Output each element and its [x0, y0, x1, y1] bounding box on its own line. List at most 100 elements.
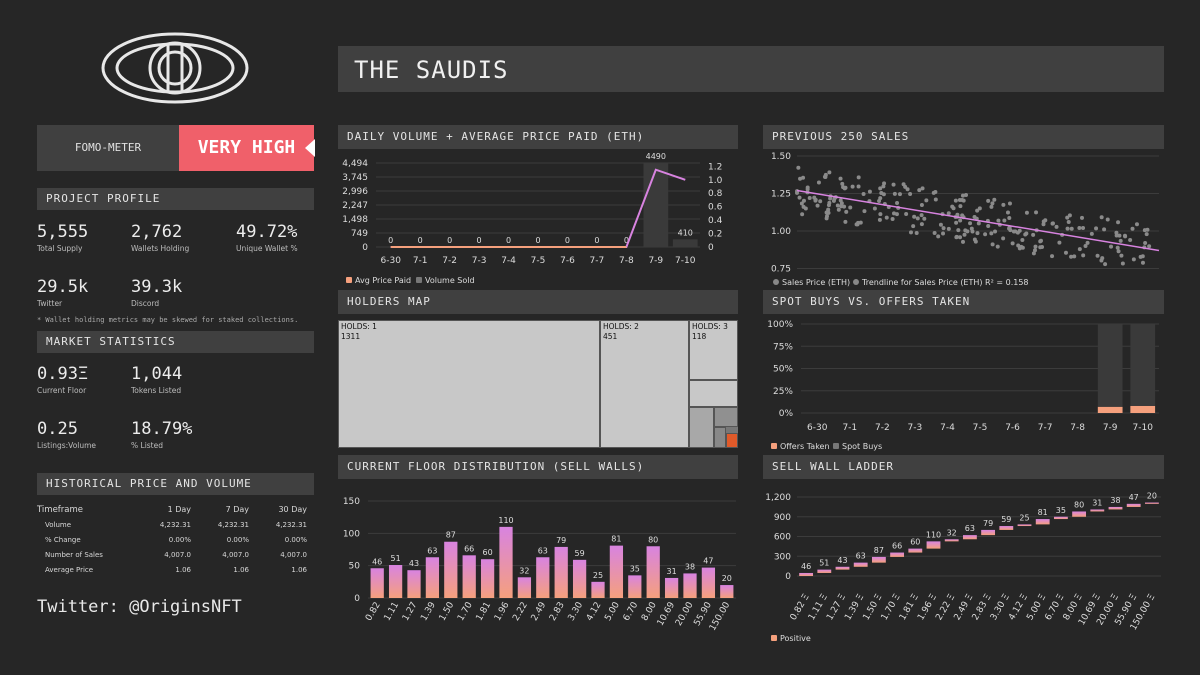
scatter-point — [922, 216, 927, 221]
data-label: 63 — [427, 546, 437, 555]
sell-wall-ladder-header: SELL WALL LADDER — [763, 455, 1164, 479]
scatter-point — [1020, 237, 1025, 242]
scatter-point — [915, 216, 920, 221]
data-label: 31 — [667, 567, 677, 576]
daily-volume-chart: 0 749 1,498 2,247 2,996 3,745 4,494 0 0.2 0.4 0.6 0… — [342, 152, 723, 285]
holders-cell-4[interactable] — [689, 380, 738, 407]
scatter-point — [867, 189, 872, 194]
scatter-point — [894, 212, 899, 217]
scatter-point — [1119, 253, 1124, 258]
scatter-point — [901, 182, 906, 187]
data-label: 25 — [1019, 513, 1029, 522]
x-tick-label: 7-9 — [1103, 423, 1118, 433]
scatter-point — [964, 192, 969, 197]
scatter-point — [800, 212, 805, 217]
scatter-point — [842, 186, 847, 191]
bar-ladder-step — [1126, 503, 1141, 507]
bar-ladder-step — [871, 556, 886, 563]
scatter-point — [1024, 231, 1029, 236]
scatter-point — [993, 229, 998, 234]
holders-cell-5[interactable] — [689, 407, 714, 448]
scatter-point — [1017, 246, 1022, 251]
scatter-point — [861, 191, 866, 196]
scatter-point — [1017, 228, 1022, 233]
holders-cell-8[interactable] — [726, 433, 738, 448]
holders-cell-6[interactable] — [714, 407, 738, 427]
x-tick-label: 1.70 — [456, 600, 475, 623]
data-label: 4490 — [646, 152, 666, 161]
scatter-point — [1138, 254, 1143, 259]
bar-floor — [554, 546, 568, 598]
scatter-point — [1109, 244, 1114, 249]
scatter-point — [795, 190, 800, 195]
scatter-point — [954, 220, 959, 225]
scatter-point — [990, 242, 995, 247]
scatter-point — [961, 198, 966, 203]
spot-buys-header: SPOT BUYS VS. OFFERS TAKEN — [763, 290, 1164, 314]
scatter-point — [1005, 210, 1010, 215]
table-header-cell: 1 Day — [167, 505, 191, 514]
data-label: 0 — [388, 236, 393, 245]
y2-tick-label: 1.0 — [708, 176, 723, 186]
holders-cell-1[interactable]: HOLDS: 1 1311 — [338, 320, 600, 448]
bar-spot-buys — [1130, 324, 1156, 406]
x-tick-label: 7-2 — [875, 423, 890, 433]
scatter-point — [1103, 262, 1108, 267]
twitter-handle-link[interactable]: Twitter: @OriginsNFT — [37, 597, 242, 617]
x-tick-label: 7-10 — [675, 256, 696, 266]
page-title-bar: THE SAUDIS — [338, 46, 1164, 92]
scatter-point — [1065, 215, 1070, 220]
bar-ladder-step — [1017, 524, 1032, 527]
fomo-pointer-icon — [305, 139, 315, 157]
scatter-point — [989, 204, 994, 209]
bar-ladder-step — [926, 541, 941, 549]
scatter-point — [877, 217, 882, 222]
scatter-point — [917, 188, 922, 193]
scatter-point — [801, 204, 806, 209]
scatter-point — [807, 195, 812, 200]
table-header-row: Timeframe 1 Day 7 Day 30 Day — [37, 502, 307, 517]
data-label: 79 — [983, 519, 993, 528]
scatter-point — [1114, 233, 1119, 238]
bar-volume — [672, 239, 698, 247]
scatter-point — [1007, 201, 1012, 206]
y-tick-label: 150 — [343, 497, 360, 507]
x-tick-label: 5.00 — [603, 600, 622, 623]
y-tick-label: 0 — [362, 243, 368, 253]
scatter-point — [936, 234, 941, 239]
scatter-point — [1024, 210, 1029, 215]
fomo-value: VERY HIGH — [179, 125, 314, 171]
scatter-point — [1069, 226, 1074, 231]
data-label: 60 — [910, 538, 920, 547]
data-label: 35 — [630, 564, 640, 573]
bar-floor — [720, 585, 734, 598]
scatter-point — [924, 198, 929, 203]
bar-floor — [388, 565, 403, 598]
scatter-point — [839, 201, 844, 206]
scatter-point — [986, 198, 991, 203]
scatter-point — [815, 203, 820, 208]
scatter-point — [1050, 254, 1055, 259]
y-tick-label: 1.25 — [771, 190, 791, 200]
holders-cell-2[interactable]: HOLDS: 2 451 — [600, 320, 689, 448]
x-tick-label: 7-8 — [1070, 423, 1085, 433]
scatter-point — [1038, 238, 1043, 243]
data-label: 80 — [648, 535, 658, 544]
scatter-point — [1050, 221, 1055, 226]
scatter-point — [1116, 249, 1121, 254]
holders-cell-7[interactable] — [714, 427, 726, 448]
scatter-point — [919, 222, 924, 227]
scatter-point — [835, 203, 840, 208]
x-tick-label: 2.49 — [530, 600, 549, 623]
scatter-point — [816, 180, 821, 185]
holders-cell-3[interactable]: HOLDS: 3 118 — [689, 320, 738, 380]
legend-swatch — [346, 277, 352, 283]
stat-percent-listed: 18.79%% Listed — [131, 419, 193, 450]
scatter-point — [1007, 215, 1012, 220]
y-tick-label: 0 — [354, 594, 360, 604]
y-tick-label: 4,494 — [342, 159, 368, 169]
scatter-point — [1072, 254, 1077, 259]
scatter-point — [946, 211, 951, 216]
daily-volume-header: DAILY VOLUME + AVERAGE PRICE PAID (ETH) — [338, 125, 738, 149]
